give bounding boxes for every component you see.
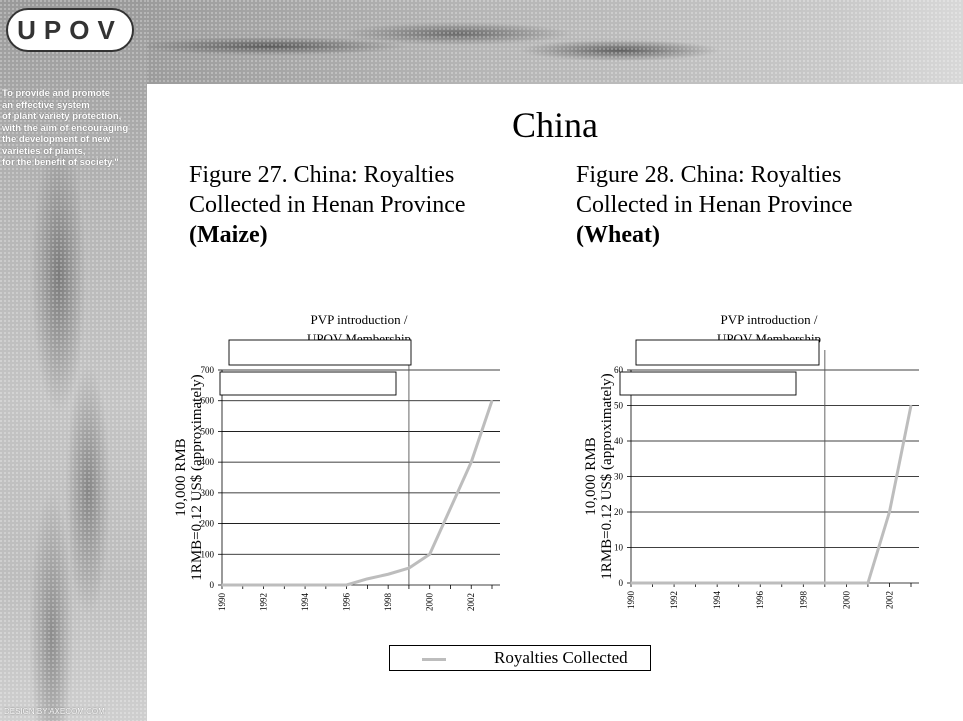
mission-line: varieties of plants,	[2, 145, 86, 157]
figure-27-title: Figure 27. China: Royalties Collected in…	[189, 160, 466, 250]
figure-crop-label: (Maize)	[189, 222, 268, 248]
figure-title-line: Collected in Henan Province	[576, 192, 853, 218]
legend-label: Royalties Collected	[494, 648, 628, 667]
figure-title-line: Collected in Henan Province	[189, 192, 466, 218]
slide-title: China	[512, 105, 598, 145]
mission-line: of plant variety protection,	[2, 111, 122, 122]
upov-logo: UPOV	[6, 8, 134, 52]
mission-line: the development of new	[2, 134, 111, 145]
figure-title-line: Figure 27. China: Royalties	[189, 162, 455, 188]
mission-line: To provide and promote	[2, 88, 111, 99]
figure-crop-label: (Wheat)	[576, 222, 660, 248]
mission-line: with the aim of encouraging	[2, 122, 129, 134]
mission-line: an effective system	[2, 99, 90, 111]
sidebar-background	[0, 0, 147, 721]
design-credit: DESIGN BY AXECOM.COM	[4, 707, 105, 716]
legend-swatch	[422, 658, 446, 661]
figure-title-line: Figure 28. China: Royalties	[576, 162, 842, 188]
logo-text: UPOV	[17, 15, 123, 45]
mission-statement: To provide and promote an effective syst…	[2, 88, 147, 169]
mission-line: for the benefit of society."	[2, 157, 119, 168]
header-banner	[147, 0, 963, 84]
figure-28-title: Figure 28. China: Royalties Collected in…	[576, 160, 853, 250]
chart-legend: Royalties Collected	[389, 645, 651, 671]
